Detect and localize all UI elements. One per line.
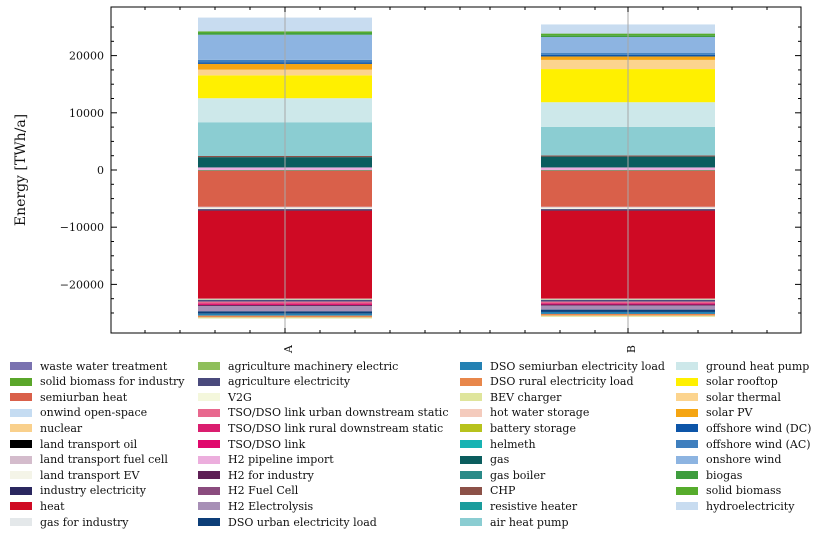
y-tick-label-4: 20000 xyxy=(69,50,104,63)
stacked-bars xyxy=(198,7,715,333)
y-tick-label-2: 0 xyxy=(97,164,104,177)
y-tick-label-1: −10000 xyxy=(60,221,104,234)
x-tick-label-a: A xyxy=(282,344,295,354)
y-axis-label: Energy [TWh/a] xyxy=(13,114,29,226)
y-tick-label-0: −20000 xyxy=(60,278,104,291)
plot-area-frame xyxy=(110,6,802,334)
x-tick-label-b: B xyxy=(625,345,638,353)
y-tick-label-3: 10000 xyxy=(69,107,104,120)
axis-ticks: A B −20000 −10000 0 10000 20000 xyxy=(60,7,801,354)
